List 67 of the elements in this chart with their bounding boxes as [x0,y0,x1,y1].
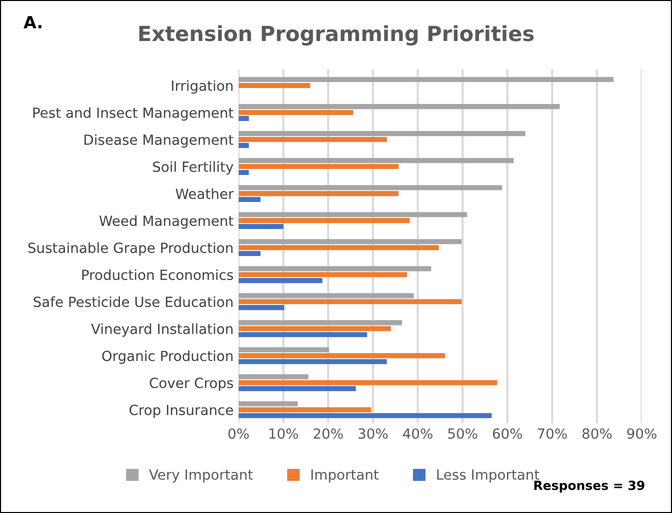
bar [238,185,502,190]
y-tick-label: Vineyard Installation [91,323,233,337]
y-tick-label: Disease Management [84,134,234,148]
bar [238,347,330,352]
bar [238,158,514,164]
bar [238,212,468,218]
bar [238,305,284,310]
y-tick-label: Sustainable Grape Production [28,242,233,256]
bar [238,131,526,136]
bar [238,82,310,88]
x-tick-label: 90% [627,428,656,439]
bar [238,251,261,256]
bar [238,272,408,278]
bar [238,293,414,298]
bar [238,224,284,230]
bar [238,191,398,196]
bar [238,170,249,175]
bar [238,374,308,380]
bar [238,359,387,364]
x-tick-label: 50% [448,428,478,439]
y-tick-label: Crop Insurance [130,404,233,418]
bar [238,380,498,386]
y-tick-label: Weather [176,188,234,200]
bar [238,142,249,148]
legend-label: Less Important [437,470,540,483]
bar [238,320,402,326]
x-tick-label: 40% [403,428,432,439]
bar [238,278,322,284]
x-tick-label: 30% [358,428,388,439]
bar [238,116,249,121]
bar [238,76,614,82]
bar [238,386,356,392]
legend-label: Important [311,470,379,483]
bar [238,164,398,170]
y-tick-label: Organic Production [102,350,233,364]
bar [238,239,462,244]
text: Responses = 39 [534,480,644,493]
y-tick-label: Pest and Insect Management [33,107,234,121]
bar [238,407,372,412]
chart-title: Extension Programming Priorities [139,25,534,46]
y-tick-label: Safe Pesticide Use Education [34,296,233,308]
x-tick-label: 80% [582,428,612,439]
y-tick-label: Production Economics [82,269,234,280]
bar [238,332,368,338]
bar [238,136,387,142]
bar [238,413,492,418]
y-tick-label: Soil Fertility [153,161,234,175]
x-tick-label: 10% [269,428,298,439]
bar [238,326,391,332]
y-tick-label: Weed Management [99,215,234,229]
bar [238,104,560,110]
bar [238,196,261,202]
bar [238,299,462,304]
x-tick-label: 20% [314,428,343,439]
bar [238,245,439,250]
x-tick-label: 0% [228,428,249,439]
bar [238,218,410,224]
bar [238,110,354,116]
text: A. [24,16,42,28]
y-tick-label: Cover Crops [150,378,234,391]
y-tick-label: Irrigation [172,80,233,94]
x-tick-label: 70% [538,428,567,439]
legend-label: Very Important [149,470,253,483]
bar [238,401,298,406]
x-tick-label: 60% [492,428,522,439]
bar [238,353,446,358]
bar [238,266,432,272]
